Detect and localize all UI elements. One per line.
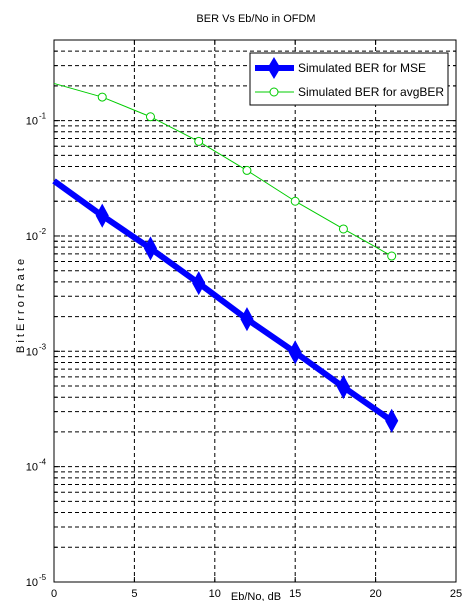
data-point-avgber bbox=[338, 224, 348, 234]
plot-area-border bbox=[53, 39, 457, 583]
data-point-mse bbox=[240, 307, 254, 332]
x-tick-label: 25 bbox=[450, 588, 462, 600]
y-tick-label: 10 bbox=[26, 346, 38, 358]
x-tick-label: 0 bbox=[51, 588, 57, 600]
y-tick-exponent: -5 bbox=[39, 573, 47, 582]
grid-lines bbox=[54, 40, 456, 582]
y-tick-label: 10 bbox=[26, 231, 38, 243]
y-axis-label: B i t E r r o r R a t e bbox=[15, 259, 27, 353]
y-tick-exponent: -4 bbox=[39, 458, 47, 467]
y-tick-exponent: -2 bbox=[39, 227, 47, 236]
series-line-1 bbox=[53, 82, 392, 257]
legend: Simulated BER for MSE Simulated BER for a… bbox=[249, 52, 449, 106]
y-tick-label: 10 bbox=[26, 462, 38, 474]
series-layer bbox=[52, 82, 399, 433]
y-tick-label: 10 bbox=[26, 116, 38, 128]
data-point-avgber bbox=[242, 165, 252, 175]
data-point-mse bbox=[143, 236, 158, 261]
data-point-avgber bbox=[97, 92, 107, 102]
data-point-mse bbox=[385, 408, 399, 433]
x-tick-label: 15 bbox=[289, 588, 301, 600]
x-tick-label: 5 bbox=[131, 588, 137, 600]
legend-label-1: Simulated BER for avgBER bbox=[298, 85, 444, 99]
legend-box bbox=[249, 52, 449, 106]
y-tick-label: 10 bbox=[26, 577, 38, 589]
data-point-avgber bbox=[145, 112, 155, 122]
data-point-mse bbox=[95, 203, 109, 228]
data-point-mse bbox=[288, 340, 302, 365]
x-axis-label: Eb/No, dB bbox=[231, 591, 281, 601]
y-tick-exponent: -1 bbox=[39, 112, 47, 121]
x-tick-label: 10 bbox=[209, 588, 221, 600]
data-point-mse bbox=[192, 271, 206, 296]
data-point-avgber bbox=[387, 251, 397, 261]
chart-title: BER Vs Eb/No in OFDM bbox=[196, 13, 315, 25]
data-point-avgber bbox=[290, 196, 300, 206]
data-point-avgber bbox=[194, 136, 204, 146]
legend-marker-0 bbox=[267, 57, 281, 79]
legend-marker-1 bbox=[269, 87, 279, 97]
y-tick-exponent: -3 bbox=[39, 342, 47, 351]
data-point-mse bbox=[336, 375, 351, 400]
legend-label-0: Simulated BER for MSE bbox=[298, 61, 426, 75]
x-tick-label: 20 bbox=[369, 588, 381, 600]
series-line-0 bbox=[52, 178, 394, 424]
